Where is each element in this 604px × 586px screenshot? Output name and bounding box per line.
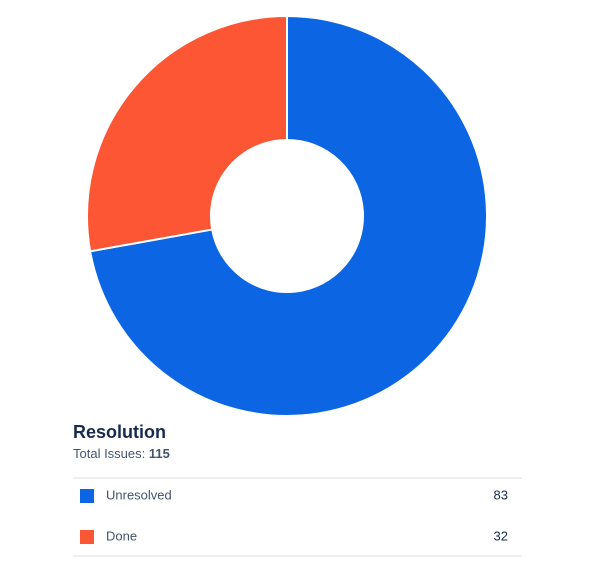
total-label: Total Issues: [73, 446, 145, 461]
slice [88, 14, 488, 417]
total-value: 115 [149, 446, 170, 461]
legend-swatch [80, 489, 94, 503]
legend-swatch [80, 530, 94, 544]
slice [86, 14, 288, 253]
total-line: Total Issues: 115 [73, 446, 170, 461]
legend-label: Unresolved [106, 487, 172, 502]
legend-value: 32 [494, 528, 508, 543]
legend-label: Done [106, 528, 137, 543]
chart-title: Resolution [73, 422, 166, 442]
legend-value: 83 [494, 487, 508, 502]
